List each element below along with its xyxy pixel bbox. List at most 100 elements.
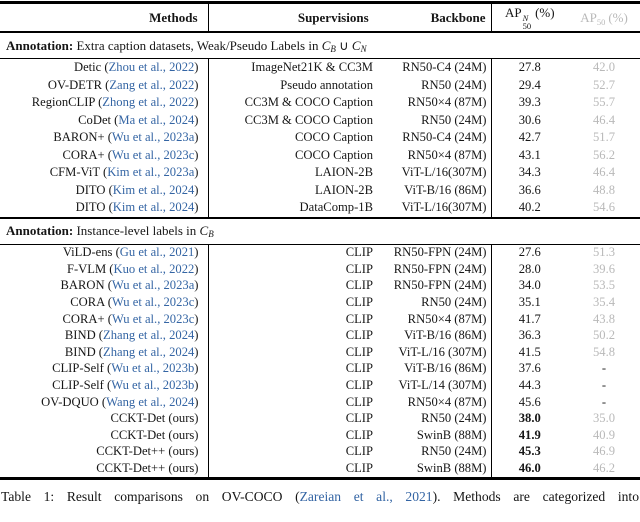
citation-link[interactable]: Wu et al., 2023a xyxy=(111,130,195,145)
col-header-supervisions: Supervisions xyxy=(208,3,378,33)
citation-link[interactable]: Wu et al., 2023c xyxy=(111,147,195,162)
table-row: CORA (Wu et al., 2023c) CLIP RN50 (24M) 35.… xyxy=(0,294,640,311)
ap-novel-cell: 27.6 xyxy=(518,245,541,260)
backbone-cell: ViT-B/16 (86M) xyxy=(378,181,492,199)
citation-link[interactable]: Wu et al., 2023a xyxy=(111,278,195,293)
ap-all-cell: 46.2 xyxy=(592,461,616,476)
ap-all-cell: - xyxy=(601,378,607,393)
backbone-cell: RN50 (24M) xyxy=(378,443,492,461)
supervision-cell: CLIP xyxy=(345,427,373,442)
table-row: BIND (Zhang et al., 2024) CLIP ViT-L/16 (3… xyxy=(0,344,640,361)
backbone-cell: RN50-C4 (24M) xyxy=(378,129,492,147)
backbone-cell: RN50 (24M) xyxy=(378,410,492,428)
ap-novel-cell: 36.3 xyxy=(518,328,541,343)
ap-all-cell: 48.8 xyxy=(592,182,616,197)
method-cell: CCKT-Det (ours) xyxy=(0,427,209,444)
table-row: CoDet (Ma et al., 2024) CC3M & COCO Capti… xyxy=(0,111,640,129)
supervision-cell: CLIP xyxy=(345,378,373,393)
citation-link[interactable]: Kim et al., 2024 xyxy=(112,200,195,215)
citation-link[interactable]: Kuo et al., 2022 xyxy=(113,261,195,276)
ap-novel-cell: 30.6 xyxy=(518,112,541,127)
citation-link[interactable]: Zhang et al., 2024 xyxy=(103,328,195,343)
citation-link[interactable]: Kim et al., 2024 xyxy=(112,182,195,197)
supervision-cell: COCO Caption xyxy=(294,147,373,162)
backbone-cell: SwinB (88M) xyxy=(378,460,492,479)
math-symbol: C xyxy=(351,37,361,53)
citation-link[interactable]: Wu et al., 2023c xyxy=(111,295,195,310)
method-cell: OV-DETR (Zang et al., 2022) xyxy=(0,76,209,94)
citation-link[interactable]: Kim et al., 2023a xyxy=(107,165,195,180)
ap-all-cell: 35.0 xyxy=(592,411,616,426)
caption-prefix: Table 1: Result comparisons on OV-COCO ( xyxy=(1,488,300,504)
method-cell: BIND (Zhang et al., 2024) xyxy=(0,344,209,361)
citation-link[interactable]: Wu et al., 2023b xyxy=(111,361,195,376)
backbone-cell: ViT-L/16 (307M) xyxy=(378,344,492,361)
ap-novel-cell: 36.6 xyxy=(518,182,541,197)
table-row: CCKT-Det++ (ours) CLIP SwinB (88M) 46.0 46.2 xyxy=(0,460,640,479)
backbone-cell: RN50-FPN (24M) xyxy=(378,277,492,295)
table-row: DITO (Kim et al., 2024) DataComp-1B ViT-L/… xyxy=(0,199,640,218)
ap-all-cell: 39.6 xyxy=(592,261,616,276)
method-cell: CCKT-Det++ (ours) xyxy=(0,460,209,479)
table-row: CORA+ (Wu et al., 2023c) COCO Caption RN50… xyxy=(0,146,640,164)
method-cell: DITO (Kim et al., 2024) xyxy=(0,181,209,199)
supervision-cell: CLIP xyxy=(345,361,373,376)
supervision-cell: CLIP xyxy=(345,344,373,359)
math-symbol: B xyxy=(208,229,214,239)
citation-link[interactable]: Zareian et al., 2021 xyxy=(299,488,433,504)
table-row: ViLD-ens (Gu et al., 2021) CLIP RN50-FPN (… xyxy=(0,244,640,262)
ap-all-cell: 51.7 xyxy=(592,130,616,145)
ap-all-cell: 46.4 xyxy=(592,165,616,180)
method-cell: CORA+ (Wu et al., 2023c) xyxy=(0,146,209,164)
supervision-cell: CC3M & COCO Caption xyxy=(244,95,373,110)
ap-novel-cell: 40.2 xyxy=(518,200,541,215)
citation-link[interactable]: Gu et al., 2021 xyxy=(119,245,195,260)
method-cell: ViLD-ens (Gu et al., 2021) xyxy=(0,244,209,262)
section-annotation-cell: Annotation: Extra caption datasets, Weak… xyxy=(6,37,367,54)
table-row: CLIP-Self (Wu et al., 2023b) CLIP ViT-B/16… xyxy=(0,360,640,378)
ap-novel-cell: 28.0 xyxy=(518,261,541,276)
ap-novel-cell: 46.0 xyxy=(518,461,541,476)
ap-all-cell: 52.7 xyxy=(592,77,616,92)
citation-link[interactable]: Wu et al., 2023b xyxy=(111,378,195,393)
ap-all-cell: 50.2 xyxy=(592,328,616,343)
table-row: BARON (Wu et al., 2023a) CLIP RN50-FPN (24… xyxy=(0,277,640,295)
supervision-cell: Pseudo annotation xyxy=(280,77,373,92)
citation-link[interactable]: Wu et al., 2023c xyxy=(111,311,195,326)
method-cell: F-VLM (Kuo et al., 2022) xyxy=(0,261,209,278)
table-row: DITO (Kim et al., 2024) LAION-2B ViT-B/16 … xyxy=(0,181,640,199)
backbone-cell: ViT-L/16(307M) xyxy=(378,164,492,182)
ap-novel-cell: 41.5 xyxy=(518,344,541,359)
supervision-cell: CLIP xyxy=(345,444,373,459)
col-header-ap-novel: AP N 50 (%) xyxy=(491,3,568,33)
table-row: RegionCLIP (Zhong et al., 2022) CC3M & CO… xyxy=(0,94,640,112)
ap-novel-cell: 41.9 xyxy=(518,427,541,442)
citation-link[interactable]: Zang et al., 2022 xyxy=(109,77,195,92)
caption-suffix: ). Methods are categorized into xyxy=(432,488,639,504)
citation-link[interactable]: Wang et al., 2024 xyxy=(106,394,195,409)
ap-all-cell: 56.2 xyxy=(592,147,616,162)
backbone-cell: RN50×4 (87M) xyxy=(378,310,492,328)
supervision-cell: LAION-2B xyxy=(314,182,373,197)
ap-novel-cell: 39.3 xyxy=(518,95,541,110)
method-cell: BARON+ (Wu et al., 2023a) xyxy=(0,129,209,147)
section-annotation-row: Annotation: Instance-level labels in CB xyxy=(0,217,640,244)
backbone-cell: ViT-B/16 (86M) xyxy=(378,360,492,378)
table-row: CLIP-Self (Wu et al., 2023b) CLIP ViT-L/14… xyxy=(0,377,640,394)
citation-link[interactable]: Zhang et al., 2024 xyxy=(103,344,195,359)
backbone-cell: RN50×4 (87M) xyxy=(378,146,492,164)
table-row: CCKT-Det++ (ours) CLIP RN50 (24M) 45.3 46.9 xyxy=(0,443,640,461)
method-cell: CCKT-Det (ours) xyxy=(0,410,209,428)
supervision-cell: CLIP xyxy=(345,295,373,310)
ap-all-cell: 54.6 xyxy=(592,200,616,215)
table-row: BARON+ (Wu et al., 2023a) COCO Caption RN5… xyxy=(0,129,640,147)
citation-link[interactable]: Zhong et al., 2022 xyxy=(102,95,195,110)
backbone-cell: RN50 (24M) xyxy=(378,111,492,129)
supervision-cell: CLIP xyxy=(345,245,373,260)
ap-novel-supsub: N 50 xyxy=(522,13,532,31)
citation-link[interactable]: Ma et al., 2024 xyxy=(118,112,195,127)
ap-all-cell: - xyxy=(601,361,607,376)
citation-link[interactable]: Zhou et al., 2022 xyxy=(108,60,195,75)
ap-all-cell: 43.8 xyxy=(592,311,616,326)
